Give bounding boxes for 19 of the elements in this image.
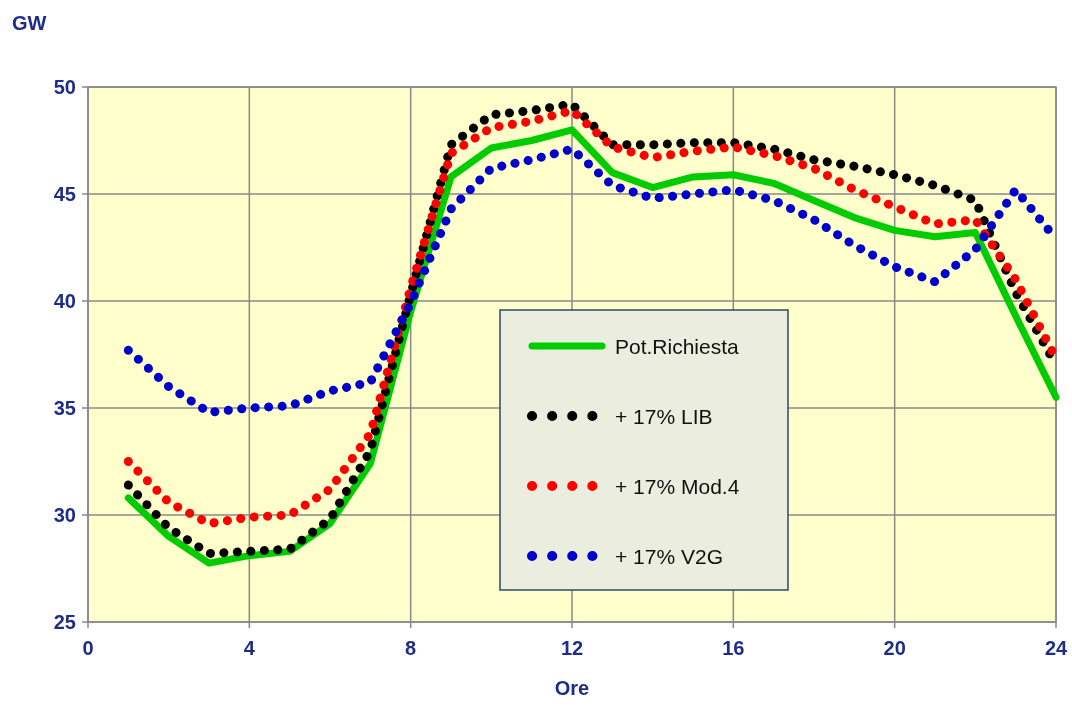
- x-tick-label: 4: [243, 637, 256, 659]
- x-tick-label: 20: [883, 637, 906, 659]
- y-tick-label: 40: [53, 290, 76, 312]
- y-axis-title: GW: [12, 12, 47, 34]
- legend-label: + 17% LIB: [615, 405, 713, 428]
- x-tick-label: 0: [82, 637, 94, 659]
- x-axis-title: Ore: [554, 677, 590, 699]
- x-tick-label: 16: [722, 637, 745, 659]
- y-tick-label: 25: [53, 611, 76, 633]
- y-tick-label: 45: [53, 183, 76, 205]
- y-tick-label: 30: [53, 504, 76, 526]
- legend-label: Pot.Richiesta: [615, 335, 740, 358]
- x-tick-label: 12: [560, 637, 584, 659]
- x-tick-label: 24: [1044, 637, 1068, 659]
- legend-label: + 17% V2G: [615, 545, 723, 568]
- y-tick-label: 50: [53, 76, 76, 98]
- y-tick-label: 35: [53, 397, 76, 419]
- legend-label: + 17% Mod.4: [615, 475, 740, 498]
- x-tick-label: 8: [405, 637, 417, 659]
